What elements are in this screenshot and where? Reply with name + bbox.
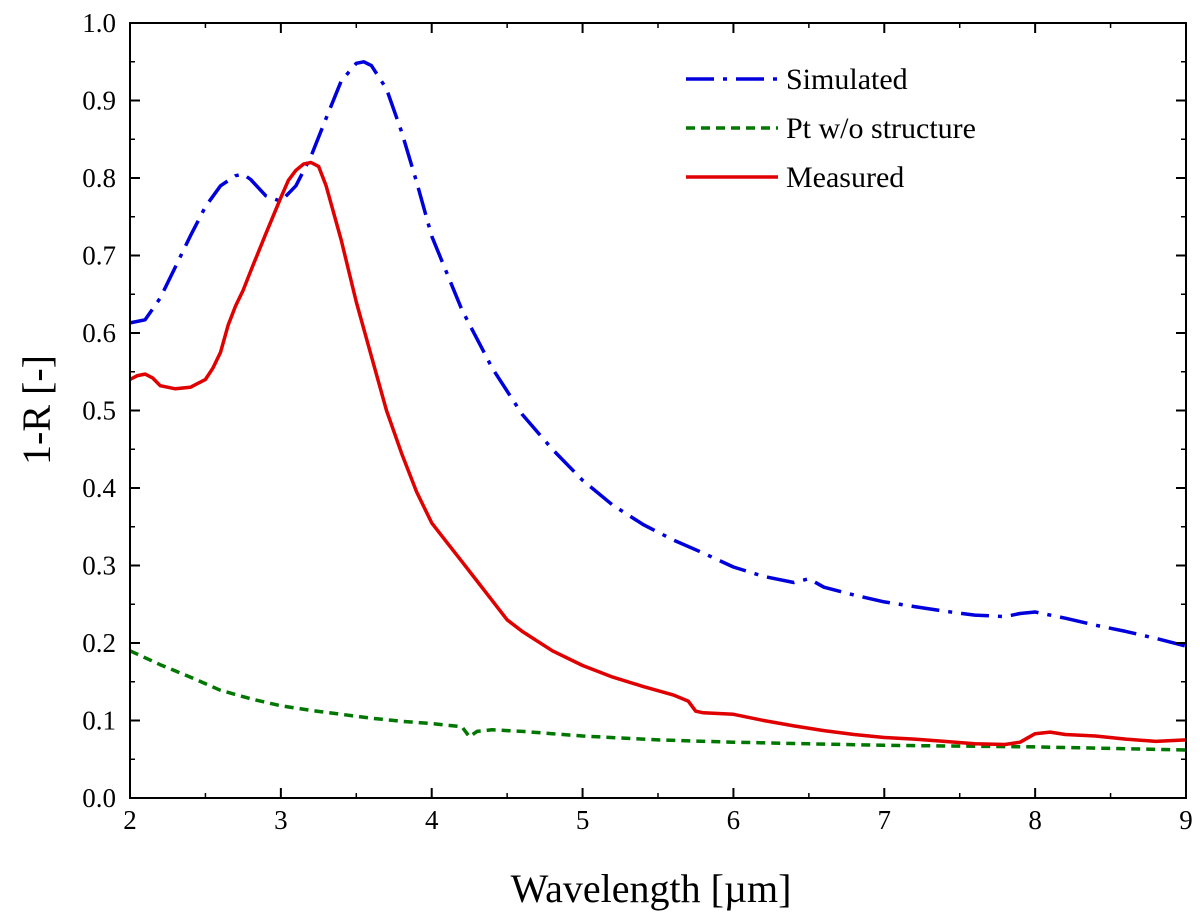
- y-tick-label: 0.8: [82, 163, 116, 193]
- series-line-2: [129, 649, 1187, 752]
- y-tick-label: 0.7: [82, 241, 116, 271]
- ticks-layer: 2 3 4 5 6 7 8 9 0.0 0.1 0.2 0.3 0.4 0.5 0.6 0.7 0.8 0.9 1.…: [82, 8, 1193, 835]
- legend-label-1: Simulated: [786, 63, 908, 96]
- x-tick-label: 6: [727, 805, 741, 835]
- x-tick-label: 3: [274, 805, 288, 835]
- y-tick-label: 0.2: [82, 628, 116, 658]
- y-tick-label: 0.1: [82, 706, 116, 736]
- y-tick-label: 0.3: [82, 551, 116, 581]
- series-line-3: [129, 160, 1187, 747]
- x-tick-label: 7: [878, 805, 892, 835]
- y-tick-label: 0.5: [82, 396, 116, 426]
- y-tick-label: 0.6: [82, 318, 116, 348]
- x-tick-label: 8: [1028, 805, 1042, 835]
- y-tick-label: 0.9: [82, 86, 116, 116]
- series-line-1: [129, 60, 1187, 648]
- series-layer: [129, 60, 1187, 752]
- legend-label-2: Pt w/o structure: [786, 112, 976, 145]
- y-tick-label: 0.4: [82, 473, 116, 503]
- x-tick-label: 4: [425, 805, 439, 835]
- x-tick-label: 5: [576, 805, 590, 835]
- x-axis-title: Wavelength [µm]: [511, 866, 792, 911]
- legend-label-3: Measured: [786, 161, 904, 194]
- legend: Simulated Pt w/o structure Measured: [686, 63, 976, 194]
- x-tick-label: 9: [1179, 805, 1193, 835]
- y-tick-label: 0.0: [82, 783, 116, 813]
- x-tick-label: 2: [123, 805, 137, 835]
- y-tick-label: 1.0: [82, 8, 116, 38]
- y-axis-title: 1-R [-]: [14, 355, 59, 465]
